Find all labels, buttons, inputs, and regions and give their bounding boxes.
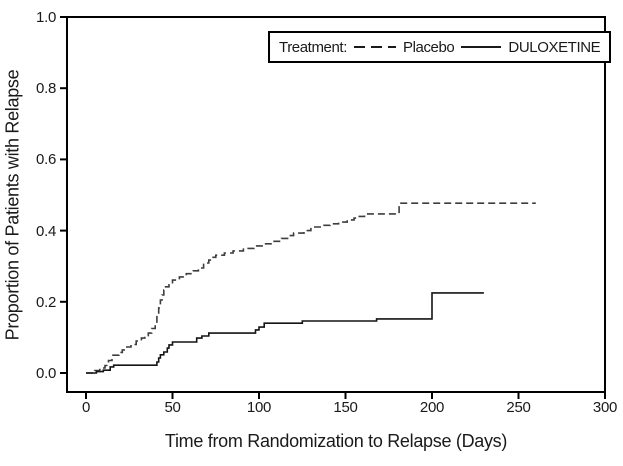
y-tick-label: 0.6: [36, 151, 56, 169]
y-tick-label: 1.0: [36, 9, 56, 26]
legend-title: Treatment:: [279, 38, 347, 56]
duloxetine-solid-line-icon: [461, 46, 502, 48]
y-tick-label: 0.2: [36, 293, 56, 311]
y-tick-label: 0.0: [36, 365, 56, 382]
duloxetine-curve: [86, 292, 484, 374]
x-tick-label: 200: [419, 399, 445, 416]
y-tick-label: 0.4: [36, 222, 56, 240]
legend-label-duloxetine: DULOXETINE: [508, 38, 601, 56]
x-axis-title: Time from Randomization to Relapse (Days…: [164, 431, 508, 451]
legend: Treatment: Placebo DULOXETINE: [268, 31, 612, 63]
x-tick-label: 150: [333, 399, 358, 416]
axis-frame: [66, 16, 606, 393]
legend-label-placebo: Placebo: [402, 38, 455, 56]
x-tick-label: 250: [506, 399, 531, 416]
placebo-dashed-line-icon: [353, 46, 396, 48]
x-tick-label: 100: [246, 399, 272, 416]
y-tick-label: 0.8: [36, 80, 56, 98]
x-tick-label: 0: [81, 399, 91, 416]
x-tick-label: 300: [592, 399, 618, 416]
placebo-curve: [86, 202, 536, 374]
x-tick-label: 50: [164, 399, 181, 416]
